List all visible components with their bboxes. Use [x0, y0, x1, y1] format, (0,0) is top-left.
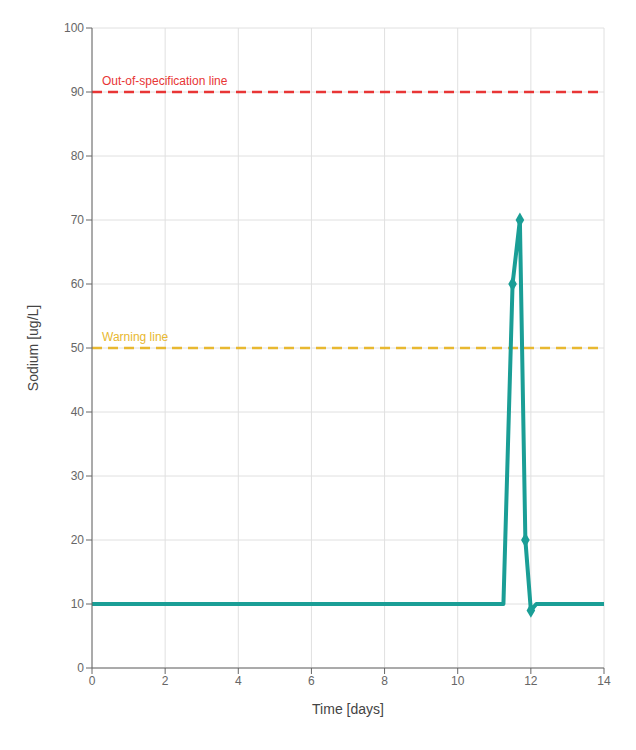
svg-text:70: 70 — [71, 213, 85, 227]
svg-text:4: 4 — [235, 674, 242, 688]
svg-text:100: 100 — [64, 21, 84, 35]
svg-text:0: 0 — [89, 674, 96, 688]
svg-text:60: 60 — [71, 277, 85, 291]
svg-text:Warning line: Warning line — [102, 330, 169, 344]
svg-text:50: 50 — [71, 341, 85, 355]
svg-text:10: 10 — [451, 674, 465, 688]
svg-text:Time [days]: Time [days] — [312, 701, 384, 717]
svg-text:Out-of-specification line: Out-of-specification line — [102, 74, 228, 88]
svg-text:90: 90 — [71, 85, 85, 99]
svg-text:10: 10 — [71, 597, 85, 611]
svg-text:2: 2 — [162, 674, 169, 688]
svg-text:20: 20 — [71, 533, 85, 547]
svg-text:30: 30 — [71, 469, 85, 483]
svg-text:80: 80 — [71, 149, 85, 163]
svg-text:6: 6 — [308, 674, 315, 688]
svg-text:0: 0 — [77, 661, 84, 675]
svg-text:12: 12 — [524, 674, 538, 688]
svg-text:40: 40 — [71, 405, 85, 419]
svg-text:14: 14 — [597, 674, 611, 688]
svg-text:8: 8 — [381, 674, 388, 688]
svg-text:Sodium [ug/L]: Sodium [ug/L] — [25, 305, 41, 391]
